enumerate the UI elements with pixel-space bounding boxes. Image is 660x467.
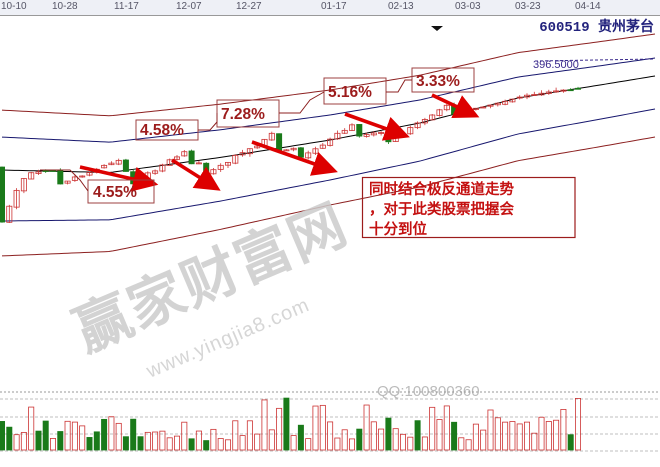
svg-text:5.16%: 5.16% xyxy=(328,84,372,101)
svg-text:十分到位: 十分到位 xyxy=(369,220,427,238)
svg-text:，对于此类股票把握会: ，对于此类股票把握会 xyxy=(369,200,514,218)
svg-text:3.33%: 3.33% xyxy=(416,73,460,90)
svg-text:4.55%: 4.55% xyxy=(93,184,137,201)
svg-text:7.28%: 7.28% xyxy=(221,106,265,123)
svg-text:同时结合极反通道走势: 同时结合极反通道走势 xyxy=(369,180,514,198)
svg-text:4.58%: 4.58% xyxy=(140,122,184,139)
